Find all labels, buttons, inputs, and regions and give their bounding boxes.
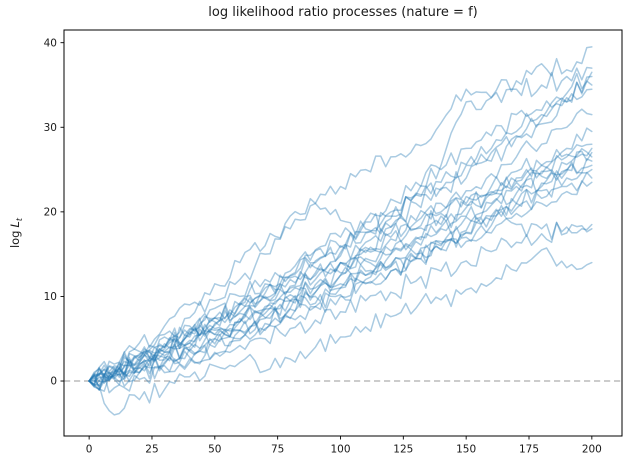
llr-trace <box>88 163 593 384</box>
llr-trace <box>88 88 593 385</box>
chart-title: log likelihood ratio processes (nature =… <box>208 5 478 20</box>
llr-trace <box>88 171 593 382</box>
x-tick-label: 75 <box>271 444 284 456</box>
x-tick-label: 0 <box>86 444 93 456</box>
llr-trace <box>88 221 593 392</box>
llr-trace <box>88 80 593 382</box>
x-tick-label: 175 <box>519 444 539 456</box>
y-axis-label: log Lt <box>8 218 24 248</box>
y-tick-label: 30 <box>44 122 57 134</box>
x-tick-label: 50 <box>208 444 221 456</box>
llr-trace <box>88 147 593 382</box>
llr-trace <box>88 46 593 387</box>
x-tick-label: 200 <box>582 444 602 456</box>
y-tick-label: 40 <box>44 37 57 49</box>
y-tick-label: 10 <box>44 291 57 303</box>
x-tick-label: 150 <box>456 444 476 456</box>
llr-trace <box>88 247 593 416</box>
llr-trace <box>88 180 593 394</box>
llr-trace <box>88 168 593 391</box>
y-tick-label: 20 <box>44 206 57 218</box>
llr-trace <box>88 127 593 387</box>
traces-group <box>88 46 593 416</box>
x-tick-label: 125 <box>393 444 413 456</box>
plot-frame <box>63 29 623 437</box>
y-axis-label-subscript: t <box>15 217 25 222</box>
llr-trace <box>88 150 593 391</box>
llr-trace <box>88 75 593 382</box>
x-tick-label: 100 <box>330 444 350 456</box>
llr-trace <box>88 108 593 391</box>
llr-trace <box>88 143 593 382</box>
llr-trace <box>88 71 593 382</box>
y-axis-label-prefix: log <box>7 230 22 249</box>
llr-trace <box>88 147 593 387</box>
llr-trace <box>88 158 593 383</box>
y-tick-label: 0 <box>50 376 57 388</box>
x-tick-label: 25 <box>145 444 158 456</box>
llr-trace <box>88 66 593 382</box>
llr-trace <box>88 217 593 388</box>
y-axis-label-variable: L <box>7 221 22 228</box>
